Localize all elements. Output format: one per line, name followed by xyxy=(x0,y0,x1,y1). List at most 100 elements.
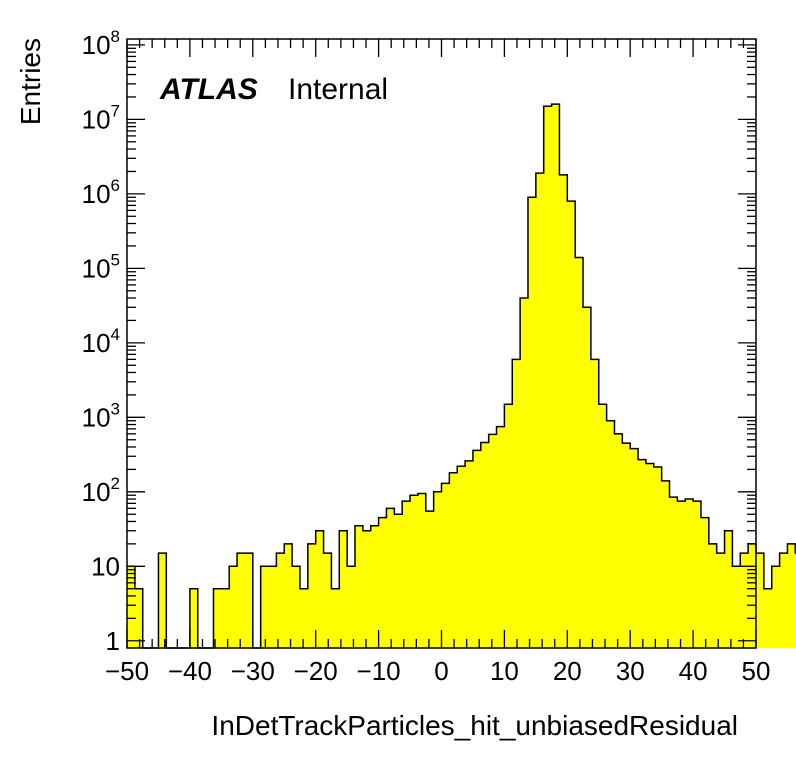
histogram-bar xyxy=(244,553,254,648)
histogram-bar xyxy=(339,530,348,648)
x-tick-label: 10 xyxy=(490,656,519,686)
histogram-bar xyxy=(756,553,765,648)
histogram-bar xyxy=(417,493,427,648)
y-tick-label: 104 xyxy=(82,325,120,358)
histogram-bar xyxy=(606,420,615,648)
x-tick-label: −10 xyxy=(357,656,401,686)
x-tick-label: 20 xyxy=(553,656,582,686)
histogram-outline xyxy=(127,103,796,649)
histogram-bar xyxy=(386,508,395,648)
x-tick-label: −30 xyxy=(231,656,275,686)
internal-label: Internal xyxy=(288,73,388,106)
x-tick-label: 40 xyxy=(679,656,708,686)
histogram-bar xyxy=(449,472,458,648)
y-tick-label: 106 xyxy=(82,176,120,209)
histogram-bar xyxy=(472,450,482,648)
histogram-bar xyxy=(465,460,474,648)
histogram-bar xyxy=(425,511,435,648)
y-tick-label: 108 xyxy=(82,27,120,60)
histogram-bar xyxy=(315,530,324,648)
y-tick-label: 10 xyxy=(91,551,120,581)
histogram-bar xyxy=(677,501,686,648)
x-tick-label: 30 xyxy=(616,656,645,686)
histogram-bar xyxy=(221,588,230,648)
histogram-bar xyxy=(355,525,364,648)
histogram-bar xyxy=(653,467,663,648)
histogram-bar xyxy=(551,104,560,649)
histogram-bar xyxy=(457,466,466,648)
histogram-bar xyxy=(740,553,749,648)
x-tick-labels: −50 −40 −30 −20 −10 0 10 20 30 40 50 xyxy=(105,656,771,686)
histogram-bar xyxy=(779,553,788,648)
histogram-bar xyxy=(394,514,403,648)
histogram-bar xyxy=(763,588,773,648)
histogram-bar xyxy=(638,459,647,648)
x-axis-title: InDetTrackParticles_hit_unbiasedResidual xyxy=(211,710,738,741)
y-tick-label: 107 xyxy=(82,101,120,134)
y-tick-label: 1 xyxy=(106,626,120,656)
histogram-bar xyxy=(590,359,600,648)
histogram-bar xyxy=(488,434,497,648)
histogram-bar xyxy=(158,553,167,648)
y-axis-ticks xyxy=(127,44,756,642)
atlas-label: ATLAS xyxy=(159,73,258,106)
histogram-bar xyxy=(292,566,301,648)
histogram-bar xyxy=(268,566,277,648)
histogram-bar xyxy=(331,588,340,648)
x-tick-label: −50 xyxy=(105,656,149,686)
x-tick-label: −40 xyxy=(168,656,212,686)
histogram-bar xyxy=(410,495,419,648)
histogram-bar xyxy=(614,433,623,648)
histogram-bar xyxy=(685,499,694,648)
y-tick-label: 103 xyxy=(82,399,120,432)
histogram-bar xyxy=(189,588,199,648)
histogram-bar xyxy=(260,566,269,648)
histogram-bar xyxy=(307,543,317,648)
histogram-bar xyxy=(402,501,411,648)
x-axis-ticks xyxy=(126,39,757,648)
histogram-bar xyxy=(771,566,780,648)
histogram-bar xyxy=(598,404,608,648)
histogram-bar xyxy=(559,174,568,648)
x-tick-label: 0 xyxy=(434,656,448,686)
histogram-bar xyxy=(693,501,702,648)
histogram-bar xyxy=(370,525,379,648)
histogram-bar xyxy=(535,173,545,648)
histogram-bar xyxy=(724,530,733,648)
histogram-bar xyxy=(732,566,741,648)
histogram-bar xyxy=(520,297,529,648)
x-tick-label: 50 xyxy=(742,656,771,686)
histogram-bar xyxy=(716,553,725,648)
histogram-bar xyxy=(583,307,592,648)
histogram-bar xyxy=(575,257,584,648)
histogram-bar xyxy=(299,588,309,648)
histogram-bar xyxy=(645,463,655,648)
histogram-bar xyxy=(378,517,387,648)
histogram-bar xyxy=(347,566,356,648)
histogram-bar xyxy=(669,497,678,648)
histogram-bar xyxy=(237,553,246,648)
histogram-bar xyxy=(496,426,505,648)
histogram-bar xyxy=(323,553,332,648)
histogram-bar xyxy=(661,480,670,648)
histogram-bar xyxy=(504,404,513,648)
histogram-bar xyxy=(229,566,238,648)
histogram-bar xyxy=(134,588,144,648)
histogram-bar xyxy=(127,566,136,648)
histogram-bar xyxy=(284,543,293,648)
histogram-bar xyxy=(276,553,285,648)
histogram-bars xyxy=(127,104,796,649)
y-tick-label: 102 xyxy=(82,474,120,507)
histogram-bar xyxy=(630,448,639,648)
histogram-bar xyxy=(433,491,442,648)
histogram-bar xyxy=(567,201,576,649)
histogram-bar xyxy=(708,543,718,648)
histogram-bar xyxy=(441,483,450,648)
histogram-bar xyxy=(213,588,222,648)
histogram-bar xyxy=(480,442,490,648)
histogram-bar xyxy=(362,530,372,648)
histogram-bar xyxy=(512,359,521,648)
histogram-bar xyxy=(543,106,552,648)
histogram-bar xyxy=(787,543,796,648)
